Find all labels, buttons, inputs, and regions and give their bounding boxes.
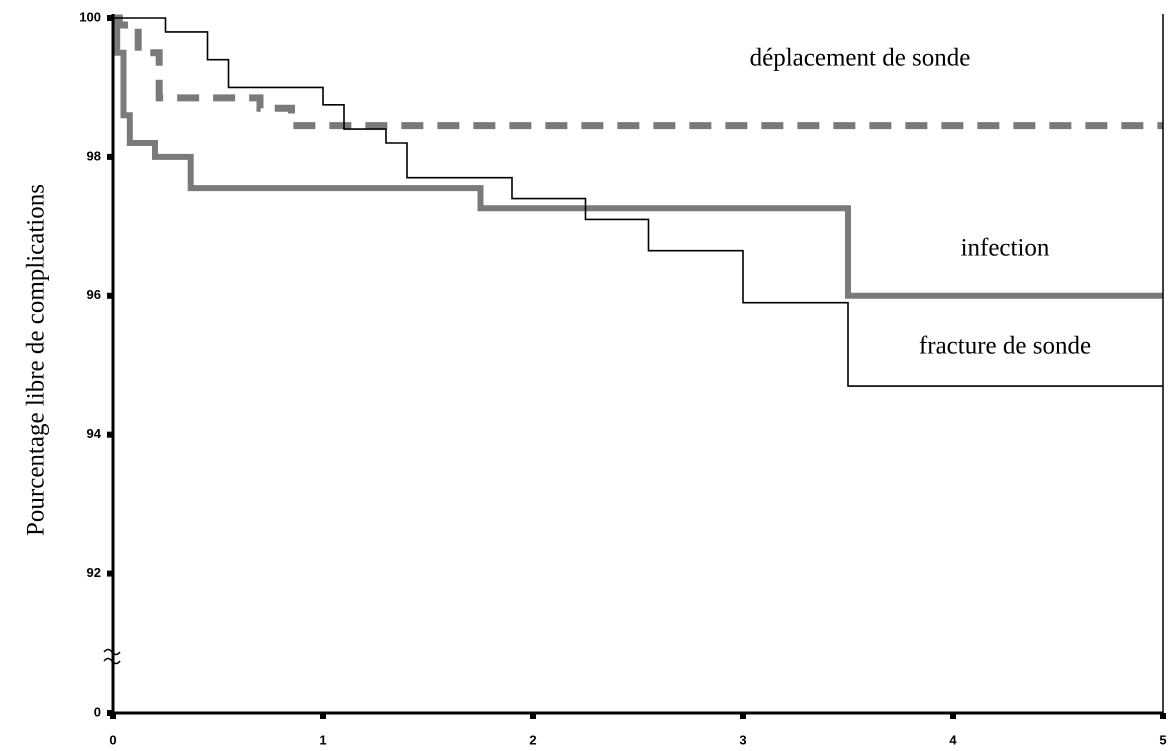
x-tick-label: 0 <box>109 732 116 747</box>
x-tick-label: 3 <box>739 732 746 747</box>
x-tick <box>1160 713 1166 719</box>
x-tick-label: 2 <box>529 732 536 747</box>
curve-label: infection <box>961 235 1050 262</box>
km-curve <box>113 14 1163 130</box>
y-tick-label: 100 <box>79 9 101 24</box>
curve-label: fracture de sonde <box>919 333 1091 360</box>
y-tick-label: 92 <box>87 565 101 580</box>
km-curve <box>113 17 1163 387</box>
y-tick <box>107 570 113 577</box>
y-tick-label: 94 <box>87 426 102 441</box>
y-tick <box>107 153 113 160</box>
y-tick-label: 0 <box>94 704 101 719</box>
curve-label: déplacement de sonde <box>750 45 971 72</box>
y-tick <box>107 431 113 438</box>
x-tick-label: 1 <box>319 732 326 747</box>
y-tick-label: 96 <box>87 287 101 302</box>
x-tick-label: 4 <box>949 732 957 747</box>
x-tick <box>110 713 116 719</box>
x-tick <box>950 713 956 719</box>
x-tick-label: 5 <box>1159 732 1166 747</box>
km-curve <box>113 15 1163 299</box>
y-tick-label: 98 <box>87 148 101 163</box>
y-axis-label: Pourcentage libre de complications <box>23 184 50 536</box>
x-tick <box>530 713 536 719</box>
x-tick <box>740 713 746 719</box>
y-tick <box>107 292 113 299</box>
x-tick <box>320 713 326 719</box>
y-tick <box>107 15 113 21</box>
